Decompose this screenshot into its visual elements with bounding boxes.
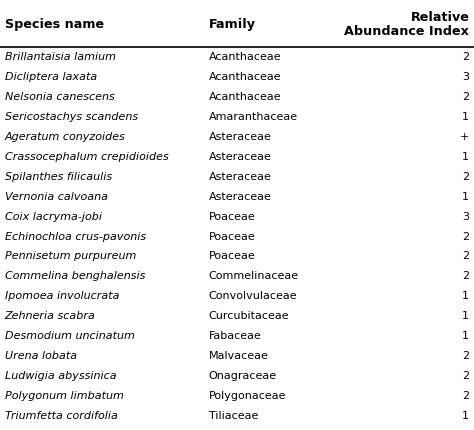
Text: 1: 1: [462, 192, 469, 202]
Text: 3: 3: [462, 72, 469, 82]
Text: 1: 1: [462, 411, 469, 421]
Text: Brillantaisia lamium: Brillantaisia lamium: [5, 52, 116, 62]
Text: 2: 2: [462, 391, 469, 401]
Text: Ludwigia abyssinica: Ludwigia abyssinica: [5, 371, 116, 381]
Text: 2: 2: [462, 92, 469, 102]
Text: Spilanthes filicaulis: Spilanthes filicaulis: [5, 172, 112, 182]
Text: Acanthaceae: Acanthaceae: [209, 92, 281, 102]
Text: 2: 2: [462, 172, 469, 182]
Text: Asteraceae: Asteraceae: [209, 172, 272, 182]
Text: Tiliaceae: Tiliaceae: [209, 411, 258, 421]
Text: Sericostachys scandens: Sericostachys scandens: [5, 112, 138, 122]
Text: 1: 1: [462, 112, 469, 122]
Text: Desmodium uncinatum: Desmodium uncinatum: [5, 331, 135, 341]
Text: Pennisetum purpureum: Pennisetum purpureum: [5, 252, 136, 261]
Text: Dicliptera laxata: Dicliptera laxata: [5, 72, 97, 82]
Text: Triumfetta cordifolia: Triumfetta cordifolia: [5, 411, 118, 421]
Text: Species name: Species name: [5, 18, 104, 31]
Text: Poaceae: Poaceae: [209, 231, 255, 242]
Text: Asteraceae: Asteraceae: [209, 132, 272, 142]
Text: 2: 2: [462, 52, 469, 62]
Text: Family: Family: [209, 18, 255, 31]
Text: Amaranthaceae: Amaranthaceae: [209, 112, 298, 122]
Text: 2: 2: [462, 371, 469, 381]
Text: Asteraceae: Asteraceae: [209, 192, 272, 202]
Text: Malvaceae: Malvaceae: [209, 351, 268, 361]
Text: 3: 3: [462, 212, 469, 221]
Text: Ipomoea involucrata: Ipomoea involucrata: [5, 291, 119, 301]
Text: Urena lobata: Urena lobata: [5, 351, 77, 361]
Text: Echinochloa crus-pavonis: Echinochloa crus-pavonis: [5, 231, 146, 242]
Text: Onagraceae: Onagraceae: [209, 371, 277, 381]
Text: Convolvulaceae: Convolvulaceae: [209, 291, 297, 301]
Text: 1: 1: [462, 331, 469, 341]
Text: Ageratum conyzoides: Ageratum conyzoides: [5, 132, 126, 142]
Text: 2: 2: [462, 252, 469, 261]
Text: Curcubitaceae: Curcubitaceae: [209, 311, 289, 321]
Text: 2: 2: [462, 271, 469, 281]
Text: Commelinaceae: Commelinaceae: [209, 271, 299, 281]
Text: +: +: [460, 132, 469, 142]
Text: Relative
Abundance Index: Relative Abundance Index: [345, 11, 469, 38]
Text: 2: 2: [462, 231, 469, 242]
Text: Crassocephalum crepidioides: Crassocephalum crepidioides: [5, 152, 168, 162]
Text: Acanthaceae: Acanthaceae: [209, 72, 281, 82]
Text: Poaceae: Poaceae: [209, 252, 255, 261]
Text: 1: 1: [462, 291, 469, 301]
Text: Polygonum limbatum: Polygonum limbatum: [5, 391, 124, 401]
Text: Coix lacryma-jobi: Coix lacryma-jobi: [5, 212, 102, 221]
Text: Fabaceae: Fabaceae: [209, 331, 262, 341]
Text: Vernonia calvoana: Vernonia calvoana: [5, 192, 108, 202]
Text: Commelina benghalensis: Commelina benghalensis: [5, 271, 145, 281]
Text: Zehneria scabra: Zehneria scabra: [5, 311, 96, 321]
Text: 1: 1: [462, 152, 469, 162]
Text: Acanthaceae: Acanthaceae: [209, 52, 281, 62]
Text: 2: 2: [462, 351, 469, 361]
Text: Nelsonia canescens: Nelsonia canescens: [5, 92, 115, 102]
Text: Polygonaceae: Polygonaceae: [209, 391, 286, 401]
Text: Poaceae: Poaceae: [209, 212, 255, 221]
Text: 1: 1: [462, 311, 469, 321]
Text: Asteraceae: Asteraceae: [209, 152, 272, 162]
